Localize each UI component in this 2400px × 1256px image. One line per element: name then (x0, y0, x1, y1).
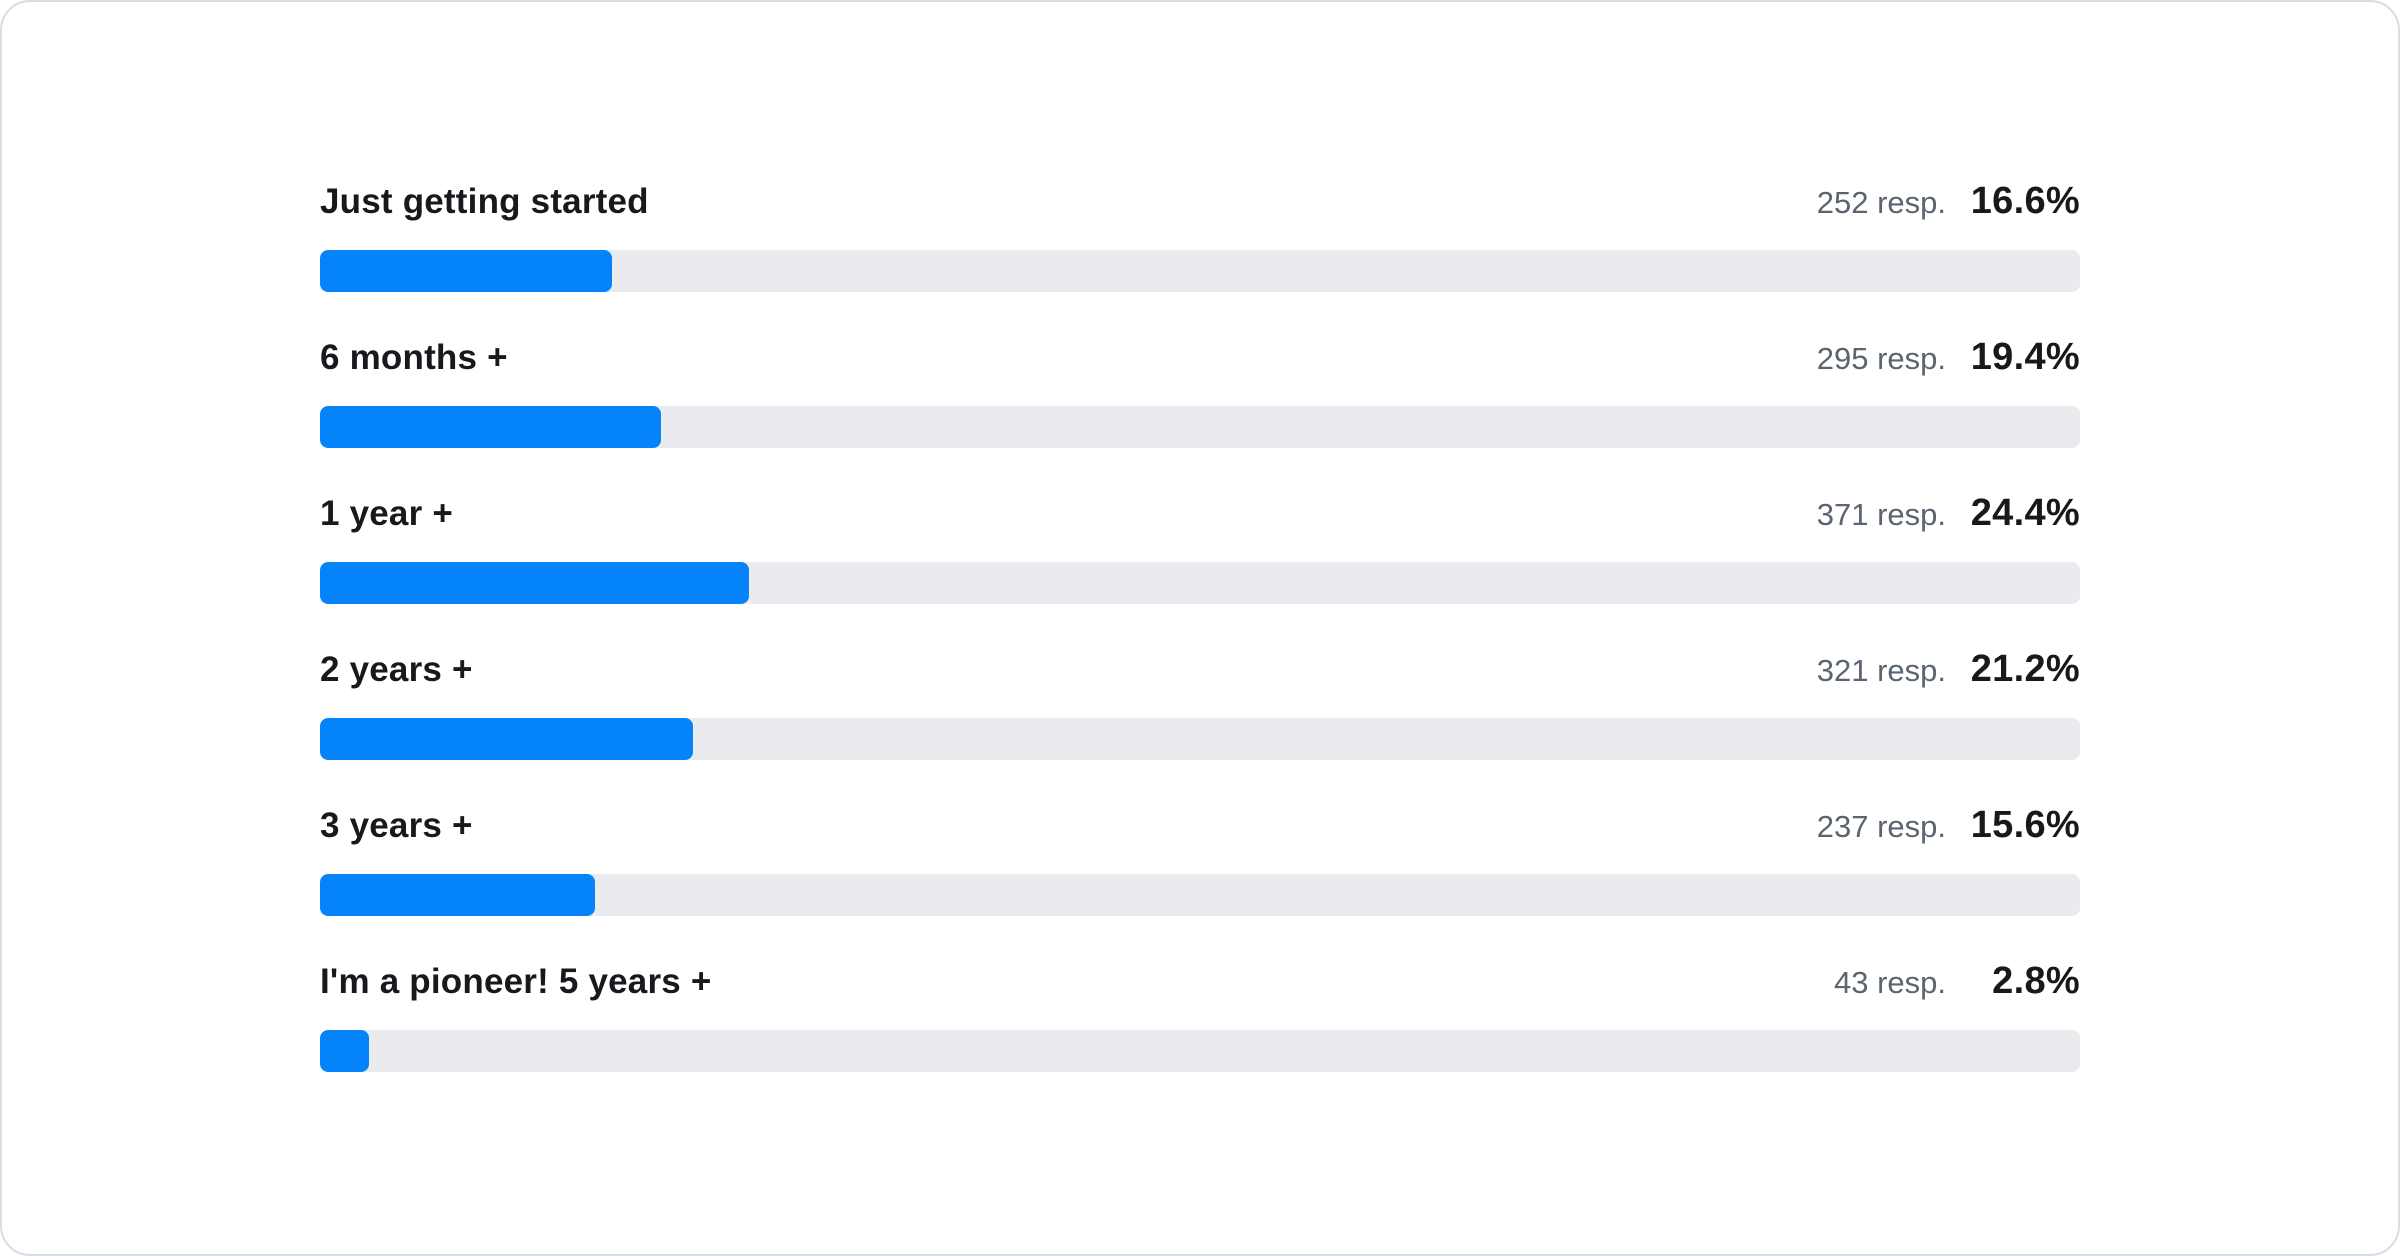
option-respondents-count: 295 resp. (1816, 341, 1946, 376)
option-percentage: 16.6% (1970, 180, 2080, 222)
option-bar-fill (320, 1030, 370, 1072)
option-respondents-count: 371 resp. (1816, 497, 1946, 532)
poll-option-row: 3 years + 237 resp. 15.6% (320, 804, 2080, 916)
option-bar-track (320, 718, 2080, 760)
option-bar-track (320, 406, 2080, 448)
option-bar-fill (320, 718, 694, 760)
option-percentage: 21.2% (1970, 648, 2080, 690)
poll-option-row: 2 years + 321 resp. 21.2% (320, 648, 2080, 760)
option-stats: 43 resp. 2.8% (1834, 960, 2080, 1003)
option-label: 6 months + (320, 338, 508, 377)
option-percentage: 15.6% (1970, 804, 2080, 846)
poll-option-row: 1 year + 371 resp. 24.4% (320, 492, 2080, 604)
option-label: 2 years + (320, 650, 473, 689)
option-stats: 371 resp. 24.4% (1817, 492, 2080, 535)
option-respondents-count: 43 resp. (1833, 965, 1946, 1000)
option-bar-fill (320, 250, 613, 292)
poll-option-header: 6 months + 295 resp. 19.4% (320, 336, 2080, 380)
option-label: I'm a pioneer! 5 years + (320, 962, 712, 1001)
option-bar-track (320, 874, 2080, 916)
option-respondents-count: 321 resp. (1816, 653, 1946, 688)
option-bar-fill (320, 562, 750, 604)
poll-option-row: I'm a pioneer! 5 years + 43 resp. 2.8% (320, 960, 2080, 1072)
option-stats: 321 resp. 21.2% (1817, 648, 2080, 691)
option-bar-track (320, 562, 2080, 604)
option-respondents-count: 252 resp. (1816, 185, 1946, 220)
option-label: 1 year + (320, 494, 453, 533)
option-percentage: 24.4% (1970, 492, 2080, 534)
option-stats: 252 resp. 16.6% (1817, 180, 2080, 223)
option-stats: 237 resp. 15.6% (1817, 804, 2080, 847)
option-stats: 295 resp. 19.4% (1817, 336, 2080, 379)
poll-option-header: Just getting started 252 resp. 16.6% (320, 180, 2080, 224)
option-percentage: 2.8% (1992, 960, 2080, 1002)
option-percentage: 19.4% (1970, 336, 2080, 378)
poll-option-header: 1 year + 371 resp. 24.4% (320, 492, 2080, 536)
poll-option-header: 3 years + 237 resp. 15.6% (320, 804, 2080, 848)
poll-option-header: 2 years + 321 resp. 21.2% (320, 648, 2080, 692)
option-bar-fill (320, 874, 595, 916)
poll-option-row: 6 months + 295 resp. 19.4% (320, 336, 2080, 448)
option-respondents-count: 237 resp. (1816, 809, 1946, 844)
poll-option-row: Just getting started 252 resp. 16.6% (320, 180, 2080, 292)
option-label: Just getting started (320, 182, 649, 221)
option-bar-fill (320, 406, 662, 448)
option-label: 3 years + (320, 806, 473, 845)
option-bar-track (320, 250, 2080, 292)
option-bar-track (320, 1030, 2080, 1072)
poll-option-header: I'm a pioneer! 5 years + 43 resp. 2.8% (320, 960, 2080, 1004)
